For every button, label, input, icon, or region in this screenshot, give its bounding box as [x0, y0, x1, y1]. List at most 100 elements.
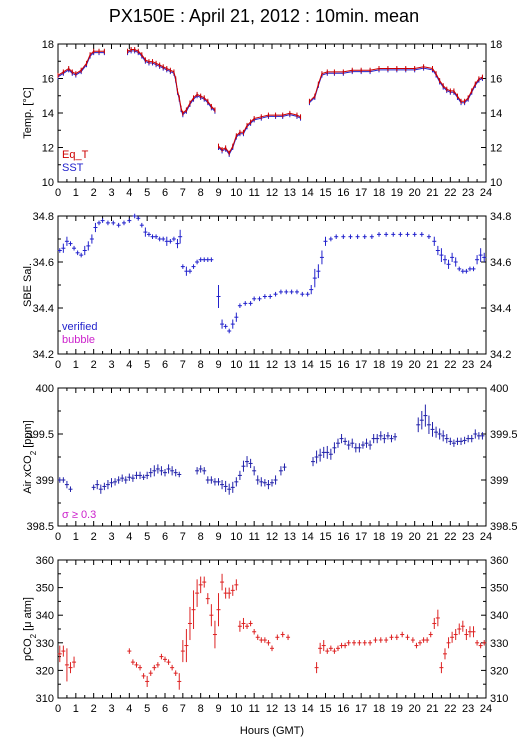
data-point — [389, 634, 394, 641]
data-point — [105, 480, 110, 490]
data-point — [262, 294, 267, 299]
data-point — [460, 620, 465, 632]
data-point — [466, 434, 471, 443]
data-point — [475, 255, 480, 265]
data-point — [311, 457, 316, 467]
data-point — [457, 623, 462, 635]
series-line-SST — [309, 67, 483, 104]
data-point — [355, 234, 360, 239]
data-point — [145, 675, 150, 687]
x-tick-label: 8 — [198, 703, 204, 715]
y-tick-label-right: 399 — [490, 475, 508, 487]
x-tick-label: 24 — [480, 703, 492, 715]
data-point — [282, 463, 287, 471]
data-point — [202, 576, 207, 588]
data-point — [100, 218, 105, 223]
data-point — [191, 264, 196, 269]
data-point — [220, 480, 225, 490]
x-tick-label: 21 — [426, 531, 438, 543]
x-tick-label: 23 — [462, 703, 474, 715]
data-point — [373, 637, 378, 643]
x-tick-label: 8 — [198, 531, 204, 543]
data-point — [442, 648, 447, 660]
data-point — [357, 640, 362, 646]
data-point — [332, 648, 337, 654]
data-point — [437, 428, 442, 440]
data-point — [294, 289, 299, 295]
data-point — [451, 439, 456, 447]
data-point — [212, 620, 217, 649]
x-tick-label: 6 — [162, 187, 168, 199]
data-point — [426, 234, 431, 239]
data-point — [116, 476, 121, 484]
data-point — [448, 437, 453, 446]
data-point — [321, 446, 326, 458]
data-point — [205, 476, 210, 484]
x-tick-label: 19 — [391, 703, 403, 715]
x-tick-label: 16 — [337, 187, 349, 199]
legend-entry-bubble: bubble — [62, 334, 95, 346]
data-point — [280, 631, 285, 638]
data-point — [328, 645, 333, 652]
x-tick-label: 7 — [180, 359, 186, 371]
data-point — [180, 640, 185, 663]
x-tick-label: 12 — [266, 359, 278, 371]
data-point — [64, 648, 69, 682]
data-point — [416, 417, 421, 433]
y-axis-label: pCO2 [μ atm] — [22, 597, 38, 661]
x-tick-label: 7 — [180, 187, 186, 199]
data-point — [462, 436, 467, 445]
x-tick-label: 10 — [230, 531, 242, 543]
data-point — [262, 637, 267, 643]
data-point — [341, 234, 346, 239]
data-point — [405, 634, 410, 641]
data-point — [175, 239, 180, 249]
data-point — [68, 486, 73, 492]
data-point — [234, 312, 239, 322]
legend-entry-verified: verified — [62, 321, 97, 333]
data-point — [446, 259, 451, 269]
y-tick-label-right: 34.8 — [490, 211, 511, 223]
plot-frame — [57, 43, 487, 183]
data-point — [266, 480, 271, 490]
data-point — [435, 245, 440, 256]
data-point — [234, 579, 239, 591]
x-tick-label: 20 — [409, 187, 421, 199]
data-point — [262, 479, 267, 487]
data-point — [116, 222, 121, 228]
data-point — [346, 440, 351, 450]
y-tick-label-right: 34.2 — [490, 349, 511, 361]
data-point — [216, 593, 221, 627]
data-point — [155, 662, 160, 668]
data-point — [152, 664, 157, 671]
x-tick-label: 18 — [373, 187, 385, 199]
data-point — [227, 328, 232, 334]
data-point — [353, 443, 358, 453]
x-tick-label: 5 — [144, 703, 150, 715]
data-point — [234, 477, 239, 487]
x-tick-label: 1 — [73, 187, 79, 199]
data-point — [464, 268, 469, 274]
data-point — [412, 232, 417, 237]
data-point — [328, 236, 333, 242]
data-point — [82, 245, 87, 256]
x-tick-label: 14 — [302, 703, 314, 715]
data-point — [150, 234, 155, 239]
x-tick-label: 7 — [180, 531, 186, 543]
data-point — [377, 232, 381, 237]
x-tick-label: 12 — [266, 187, 278, 199]
data-point — [134, 471, 139, 480]
x-tick-label: 5 — [144, 531, 150, 543]
x-tick-label: 11 — [248, 703, 259, 715]
x-tick-label: 4 — [126, 531, 132, 543]
data-point — [248, 620, 253, 627]
data-point — [230, 319, 235, 329]
x-tick-label: 3 — [108, 359, 114, 371]
data-point — [278, 466, 283, 476]
data-point — [382, 434, 387, 444]
data-point — [57, 248, 62, 253]
data-point — [195, 259, 200, 265]
data-point — [252, 466, 257, 476]
